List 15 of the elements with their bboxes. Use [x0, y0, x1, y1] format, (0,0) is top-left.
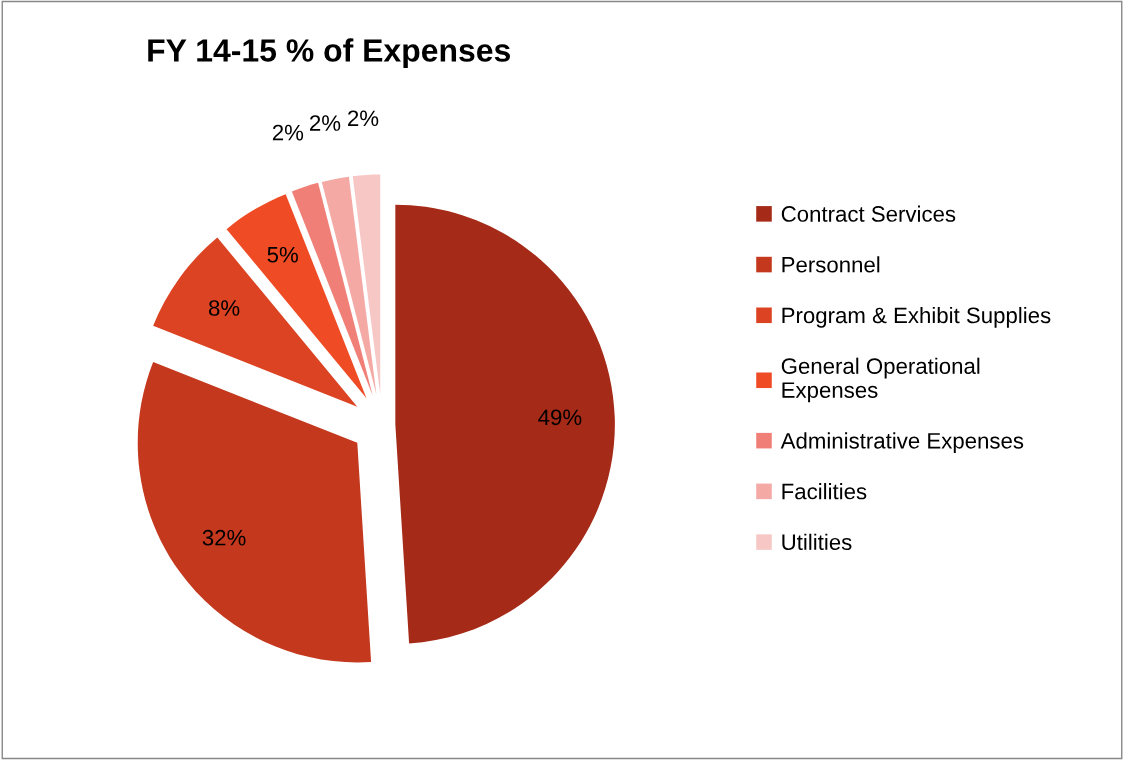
- legend-label: Utilities: [782, 533, 852, 551]
- data-label: 2%: [310, 115, 341, 131]
- data-label: 8%: [208, 300, 240, 316]
- legend-label: General Operational Expenses: [781, 357, 980, 403]
- data-label: 2%: [272, 124, 304, 141]
- data-label: 5%: [267, 246, 298, 263]
- data-label: 2%: [348, 110, 379, 127]
- legend-label: Facilities: [782, 483, 867, 500]
- chart-title: FY 14-15 % of Expenses: [148, 38, 510, 69]
- legend-label: Program & Exhibit Supplies: [782, 306, 1051, 328]
- data-label: 32%: [202, 529, 246, 546]
- data-label: 49%: [538, 409, 582, 426]
- legend-label: Contract Services: [781, 205, 956, 222]
- legend-label: Personnel: [782, 256, 880, 273]
- legend-label: Administrative Expenses: [780, 432, 1024, 454]
